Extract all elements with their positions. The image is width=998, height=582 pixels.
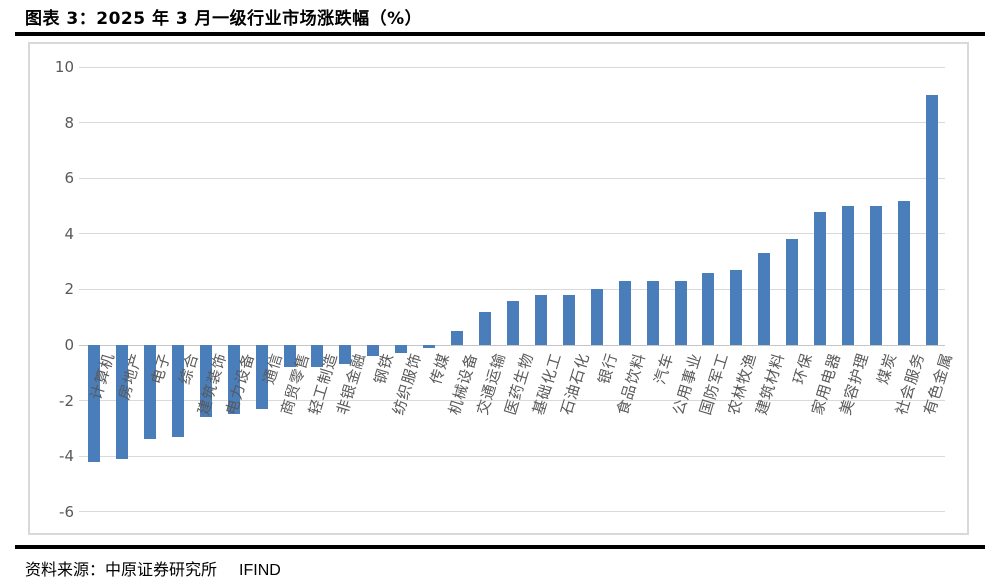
bar <box>339 345 352 365</box>
bar <box>367 345 380 357</box>
gridline <box>79 288 945 290</box>
category-label: 传媒 <box>426 350 454 387</box>
bar <box>618 281 631 345</box>
bar <box>227 345 240 415</box>
gridline <box>79 400 945 402</box>
category-label: 煤炭 <box>873 350 901 387</box>
chart-title: 图表 3：2025 年 3 月一级行业市场涨跌幅（%） <box>25 9 423 29</box>
bar <box>646 281 659 345</box>
gridline <box>79 233 945 235</box>
y-tick-label: 4 <box>64 224 74 243</box>
bar <box>925 95 938 345</box>
y-tick-label: 8 <box>64 113 74 132</box>
bar <box>171 345 184 437</box>
gridline <box>79 177 945 179</box>
plot-area: 10 8 6 4 2 0 -2 -4 -6 计算机 房地产 电子 综合 建筑装饰 电力设备 通信 商贸零售 轻工制… <box>30 44 967 533</box>
bar <box>283 345 296 368</box>
y-tick-label: -6 <box>59 502 74 521</box>
bar <box>814 211 827 345</box>
gridline <box>79 122 945 124</box>
bar <box>479 311 492 345</box>
category-label: 银行 <box>594 350 621 387</box>
bar <box>395 345 408 354</box>
source-name: 中原证券研究所 <box>105 562 218 579</box>
bar <box>88 345 100 462</box>
bar <box>897 200 910 345</box>
y-tick-label: 0 <box>64 336 74 354</box>
y-tick-label: 2 <box>64 280 74 299</box>
y-tick-label: 10 <box>54 58 74 77</box>
y-tick-label: -2 <box>59 391 74 410</box>
bar <box>674 281 687 345</box>
bar <box>870 206 883 345</box>
bar <box>199 345 212 418</box>
gridline <box>79 455 945 457</box>
bar <box>534 295 547 345</box>
bar <box>506 300 519 345</box>
gridline <box>79 66 945 68</box>
zero-axis-line <box>79 344 945 346</box>
bar <box>786 239 799 345</box>
source-note: 资料来源：中原证券研究所 IFIND <box>25 556 281 580</box>
bar <box>730 270 743 345</box>
source-label: 资料来源： <box>25 562 106 579</box>
bar <box>115 345 128 459</box>
chart-area: 10 8 6 4 2 0 -2 -4 -6 计算机 房地产 电子 综合 建筑装饰 电力设备 通信 商贸零售 轻工制… <box>28 42 969 535</box>
category-label: 环保 <box>789 350 817 387</box>
gridline <box>79 511 945 513</box>
title-rule <box>15 32 985 36</box>
y-tick-label: -4 <box>59 447 74 466</box>
footer-rule <box>15 545 985 549</box>
y-tick-label: 6 <box>64 169 74 188</box>
bar <box>562 295 575 345</box>
bar <box>423 345 436 348</box>
source-dataset: IFIND <box>239 562 281 579</box>
bar <box>842 206 855 345</box>
bar <box>590 289 603 345</box>
category-label: 汽车 <box>650 350 677 387</box>
bar <box>702 272 715 345</box>
bar <box>255 345 268 409</box>
bar <box>311 345 324 368</box>
bar <box>758 253 771 345</box>
bar <box>143 345 156 440</box>
bar <box>451 331 464 345</box>
